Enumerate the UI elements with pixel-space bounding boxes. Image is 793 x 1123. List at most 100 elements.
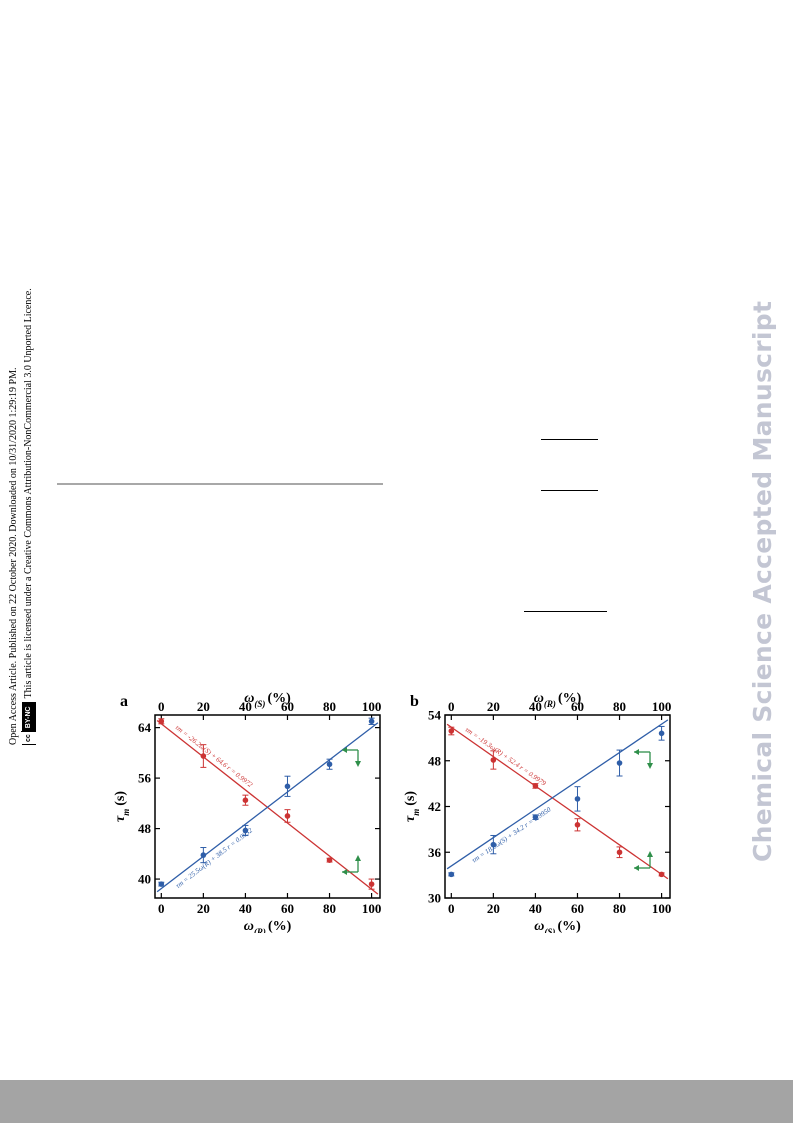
figure-panel-a: a ω(S) (%) 0 0 20 20 40 40 60 60 80 80 100 100 40 48 56 64… — [113, 691, 382, 933]
red-data-point — [242, 797, 249, 803]
x-tick-label-bottom: 80 — [613, 901, 626, 916]
y-tick-label: 42 — [428, 799, 441, 814]
red-data-point — [326, 857, 333, 863]
x-tick-label-top: 60 — [281, 699, 294, 714]
red-data-point — [490, 757, 497, 763]
blue-equation-group: τm = 18.6ω(S) + 34.2 r = 0.9950 — [470, 805, 552, 864]
x-tick-label-top: 80 — [613, 699, 626, 714]
x-tick-label-bottom: 20 — [197, 901, 210, 916]
blue-data-point — [368, 718, 375, 725]
x-tick-label-bottom: 80 — [323, 901, 336, 916]
blue-fit-line — [156, 722, 379, 893]
y-tick-label: 48 — [138, 821, 152, 836]
y-tick-label: 36 — [428, 845, 442, 860]
x-tick-label-top: 80 — [323, 699, 336, 714]
bottom-axis-label: ω(S) (%) — [534, 919, 581, 933]
figure-panel-b: b ω(R) (%) 0 0 20 20 40 40 60 60 80 80 100 100 30 36 42 48… — [403, 691, 672, 933]
x-tick-label-bottom: 100 — [362, 901, 382, 916]
blue-equation-label: τm = 18.6ω(S) + 34.2 r = 0.9950 — [470, 805, 552, 864]
license-line-row: cc BY-NC This article is licensed under … — [21, 205, 36, 745]
blue-data-point — [448, 871, 455, 878]
cc-license-badge[interactable]: cc BY-NC — [21, 702, 36, 745]
green-arrowhead-left — [634, 749, 639, 755]
x-tick-label-top: 100 — [652, 699, 672, 714]
x-tick-label-bottom: 0 — [158, 901, 165, 916]
x-tick-label-bottom: 60 — [571, 901, 584, 916]
blue-fit-line — [446, 719, 669, 870]
y-axis-label-group: τm(s) — [403, 791, 421, 822]
green-arrowhead-left-bottom — [634, 865, 639, 871]
top-axis-label: ω(R) (%) — [534, 691, 582, 709]
blue-data-point — [158, 881, 165, 887]
x-tick-label-top: 40 — [529, 699, 542, 714]
x-tick-label-top: 60 — [571, 699, 584, 714]
y-tick-label: 56 — [138, 771, 152, 786]
red-data-point — [574, 822, 581, 828]
y-tick-label: 48 — [428, 753, 442, 768]
red-equation-group: τm = -19.3ω(R) + 52.4 r = 0.9979 — [464, 726, 548, 788]
red-data-point — [658, 871, 665, 878]
x-tick-label-bottom: 60 — [281, 901, 294, 916]
panel-label: b — [410, 693, 419, 710]
blue-equation-label: τm = 25.5ω(R) + 38.5 r = 0.9932 — [174, 826, 254, 890]
blue-equation-group: τm = 25.5ω(R) + 38.5 r = 0.9932 — [174, 826, 254, 890]
red-data-point — [368, 881, 375, 887]
y-tick-label: 54 — [428, 708, 442, 723]
x-tick-label-top: 0 — [448, 699, 455, 714]
green-arrowhead-down — [647, 763, 653, 769]
section-divider — [57, 483, 383, 485]
red-data-point — [448, 728, 455, 734]
x-tick-label-bottom: 20 — [487, 901, 500, 916]
license-sidebar: Open Access Article. Published on 22 Oct… — [6, 205, 40, 745]
cc-badge-by-nc: BY-NC — [22, 703, 35, 732]
x-tick-label-top: 100 — [362, 699, 382, 714]
x-tick-label-bottom: 0 — [448, 901, 455, 916]
green-arrowhead-up — [355, 855, 361, 861]
blue-data-point — [574, 796, 581, 802]
blue-data-point — [284, 783, 291, 790]
blue-data-point — [490, 841, 497, 848]
green-arrowhead-left-bottom — [342, 869, 347, 875]
top-axis-label: ω(S) (%) — [244, 691, 291, 709]
y-tick-label: 40 — [138, 872, 151, 887]
green-arrowhead-down — [355, 761, 361, 767]
x-tick-label-top: 20 — [197, 699, 210, 714]
panel-label: a — [120, 693, 128, 710]
blue-data-point — [532, 814, 539, 820]
x-tick-label-bottom: 40 — [239, 901, 252, 916]
red-data-point — [284, 813, 291, 819]
red-data-point — [158, 718, 165, 725]
x-tick-label-top: 40 — [239, 699, 252, 714]
blue-data-point — [200, 852, 207, 858]
license-line-licensed: This article is licensed under a Creativ… — [23, 288, 34, 699]
watermark-text: Chemical Science Accepted Manuscript — [748, 300, 777, 862]
x-tick-label-bottom: 100 — [652, 901, 672, 916]
fraction-rule-1 — [541, 439, 598, 440]
blue-data-point — [658, 730, 665, 737]
x-tick-label-top: 0 — [158, 699, 165, 714]
fraction-rule-3 — [524, 611, 607, 612]
green-arrowhead-left — [342, 747, 347, 753]
y-tick-label: 64 — [138, 720, 152, 735]
y-axis-label: τm(s) — [113, 791, 131, 822]
blue-data-point — [326, 761, 333, 768]
bottom-axis-label: ω(R) (%) — [244, 919, 292, 933]
y-axis-label: τm(s) — [403, 791, 421, 822]
red-equation-label: τm = -19.3ω(R) + 52.4 r = 0.9979 — [464, 726, 548, 788]
y-tick-label: 30 — [428, 891, 441, 906]
red-data-point — [532, 783, 539, 789]
red-data-point — [200, 753, 207, 759]
fraction-rule-2 — [541, 490, 598, 491]
x-tick-label-top: 20 — [487, 699, 500, 714]
x-tick-label-bottom: 40 — [529, 901, 542, 916]
blue-data-point — [616, 760, 623, 766]
accepted-manuscript-watermark: Chemical Science Accepted Manuscript — [747, 258, 779, 862]
red-equation-group: τm = -26.2ω(S) + 64.6 r = 0.9972 — [174, 723, 255, 789]
page-footer-bar — [0, 1080, 793, 1123]
red-fit-line — [446, 723, 669, 880]
license-line-published: Open Access Article. Published on 22 Oct… — [8, 367, 19, 745]
plot-frame — [154, 714, 381, 899]
red-data-point — [616, 849, 623, 856]
cc-badge-cc: cc — [21, 731, 36, 744]
red-equation-label: τm = -26.2ω(S) + 64.6 r = 0.9972 — [174, 723, 255, 789]
